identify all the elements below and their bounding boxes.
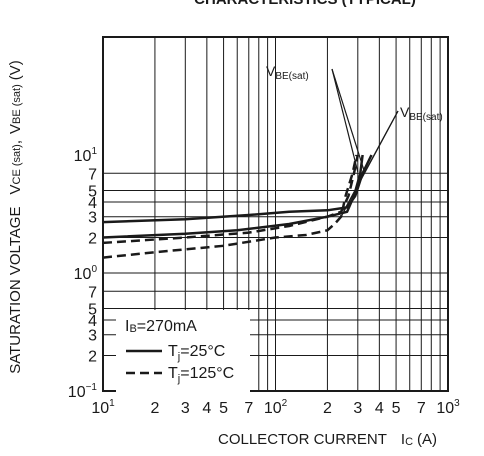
y-tick-label: 3 (88, 328, 97, 345)
annotation-leader (331, 68, 365, 170)
y-tick-label: 100 (74, 264, 98, 283)
legend: IB=270mA Tj=25°C Tj=125°C (116, 310, 250, 394)
x-tick-label: 2 (150, 400, 159, 417)
y-tick-label: 4 (88, 195, 97, 212)
plot-frame (102, 36, 449, 392)
x-tick-label: 103 (436, 398, 460, 417)
x-tick-label: 101 (91, 398, 115, 417)
x-axis-label: COLLECTOR CURRENT IC (A) (218, 431, 437, 448)
x-tick-label: 4 (202, 400, 211, 417)
annotation-leader (331, 68, 359, 172)
y-tick-label: 101 (74, 146, 98, 165)
y-axis-label: SATURATION VOLTAGEVCE (sat),VBE (sat)(V) (7, 60, 24, 374)
x-tick-label: 7 (244, 400, 253, 417)
y-tick-label: 4 (88, 313, 97, 330)
y-tick-label: 10−1 (68, 382, 98, 401)
annotation-label-right: VBE(sat) (400, 104, 443, 123)
grid-lines (103, 37, 448, 391)
x-tick-label: 4 (375, 400, 384, 417)
curve-vce-solid (102, 154, 364, 239)
y-tick-label: 3 (88, 210, 97, 227)
annotation-label-top: VBE(sat) (266, 63, 309, 82)
annotation-leader (340, 110, 399, 217)
y-tick-label: 7 (88, 284, 97, 301)
vbe-annotation-right: VBE(sat) (340, 104, 443, 217)
y-tick-label: 5 (88, 302, 97, 319)
x-tick-label: 3 (181, 400, 190, 417)
y-tick-label: 5 (88, 184, 97, 201)
x-tick-label: 5 (392, 400, 401, 417)
x-tick-label: 102 (264, 398, 288, 417)
x-tick-label: 2 (323, 400, 332, 417)
vbe-annotation-top: VBE(sat) (266, 63, 365, 172)
legend-entry-dashed: Tj=125°C (168, 365, 234, 385)
y-tick-label: 2 (88, 348, 97, 365)
x-tick-label: 5 (219, 400, 228, 417)
x-tick-labels: 101 2 3 4 5 7 102 2 3 4 5 7 103 (91, 398, 460, 417)
legend-header: IB=270mA (125, 318, 197, 335)
chart-title: CHARACTERISTICS (TYPICAL) (194, 0, 416, 8)
y-tick-label: 2 (88, 230, 97, 247)
y-tick-label: 7 (88, 166, 97, 183)
curve-vce-dashed (102, 154, 358, 259)
legend-entry-solid: Tj=25°C (168, 343, 225, 363)
x-tick-label: 7 (417, 400, 426, 417)
x-tick-label: 3 (353, 400, 362, 417)
